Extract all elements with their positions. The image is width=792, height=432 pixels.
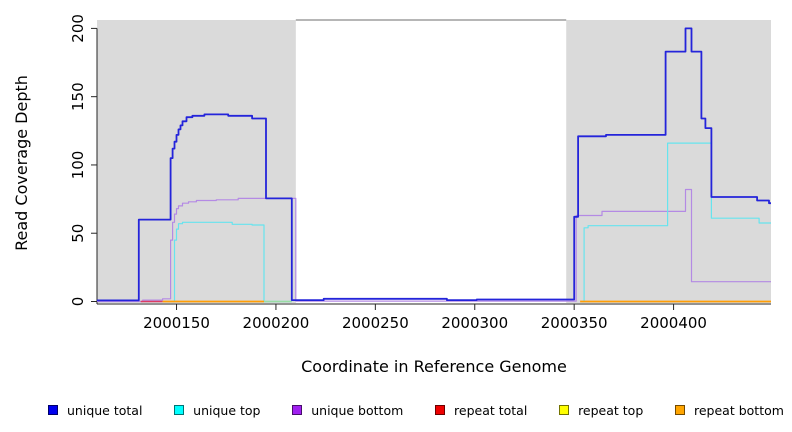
legend-item-unique-top: unique top <box>174 403 260 418</box>
legend-item-repeat-top: repeat top <box>559 403 643 418</box>
x-tick-label: 2000150 <box>143 314 210 332</box>
legend-label: unique bottom <box>311 402 404 418</box>
x-tick-label: 2000250 <box>342 314 409 332</box>
legend-swatch-icon <box>559 405 570 415</box>
legend-swatch-icon <box>292 405 303 415</box>
legend-item-unique-total: unique total <box>48 403 142 418</box>
y-tick-label: 50 <box>69 224 87 243</box>
y-axis-title: Read Coverage Depth <box>12 75 31 251</box>
x-tick-label: 2000300 <box>441 314 508 332</box>
x-tick-label: 2000400 <box>640 314 707 332</box>
legend-swatch-icon <box>48 405 58 415</box>
legend-label: repeat total <box>454 402 528 418</box>
legend-label: repeat top <box>578 402 644 418</box>
legend-swatch-icon <box>435 405 446 415</box>
legend-label: unique total <box>67 402 143 418</box>
legend-label: unique top <box>193 402 261 418</box>
series-unique-total <box>97 27 771 302</box>
legend-label: repeat bottom <box>694 402 784 418</box>
shaded-region <box>97 20 296 303</box>
legend-item-repeat-total: repeat total <box>435 403 527 418</box>
x-tick-label: 2000200 <box>243 314 310 332</box>
x-axis-title: Coordinate in Reference Genome <box>301 357 567 376</box>
series-unique-bottom <box>97 188 771 303</box>
shaded-region <box>566 20 771 303</box>
legend-item-repeat-bottom: repeat bottom <box>675 403 784 418</box>
series-unique-top <box>172 221 292 303</box>
y-tick-label: 100 <box>69 151 87 180</box>
y-tick-label: 200 <box>69 14 87 43</box>
x-tick-label: 2000350 <box>541 314 608 332</box>
chart-legend: unique total unique top unique bottom repea… <box>48 398 784 422</box>
legend-swatch-icon <box>174 405 185 415</box>
y-tick-label: 150 <box>69 82 87 111</box>
legend-swatch-icon <box>675 405 685 415</box>
legend-item-unique-bottom: unique bottom <box>292 403 403 418</box>
y-tick-label: 0 <box>69 297 87 307</box>
series-unique-top <box>582 142 771 303</box>
